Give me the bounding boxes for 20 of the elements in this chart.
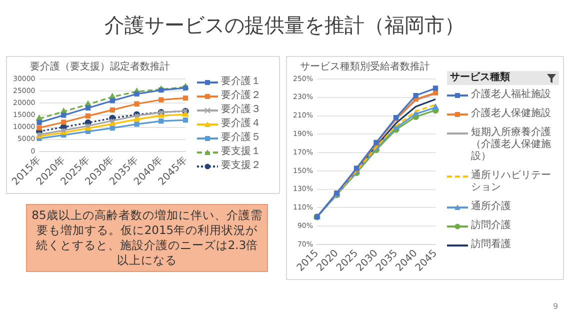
legend-label: 通所リハビリテーション [471,170,552,194]
legend-label: 要介護１ [221,76,261,88]
text: 介護サービスの提供量を推計（福岡市） [104,12,466,39]
legend-label: 訪問看護 [471,239,511,251]
legend-label: 要介護３ [221,104,261,116]
legend-label: 要支援１ [221,146,261,158]
legend-label: 要介護５ [221,132,261,144]
legend-label: 要介護２ [221,90,261,102]
legend-label: 訪問介護 [471,220,511,232]
chart-title: 要介護（要支援）認定者数推計 [30,60,170,73]
legend-label: 要介護４ [221,118,261,130]
legend-title: サービス種類 [450,72,510,84]
legend-label: 短期入所療養介護（介護老人保健施設） [471,127,552,163]
chart-title: サービス種類別受給者数推計 [300,60,430,73]
legend-label: 介護老人福祉施設 [471,89,551,101]
legend-label: 要支援２ [221,160,261,172]
legend-label: 通所介護 [471,201,511,213]
text: 85歳以上の高齢者数の増加に伴い、介護需要も増加する。仮に2015年の利用状況が続くとすると、施設介護のニーズは2.3倍以上になる [26,204,268,272]
legend-label: 介護老人保健施設 [471,108,551,120]
text: 9 [553,302,558,311]
